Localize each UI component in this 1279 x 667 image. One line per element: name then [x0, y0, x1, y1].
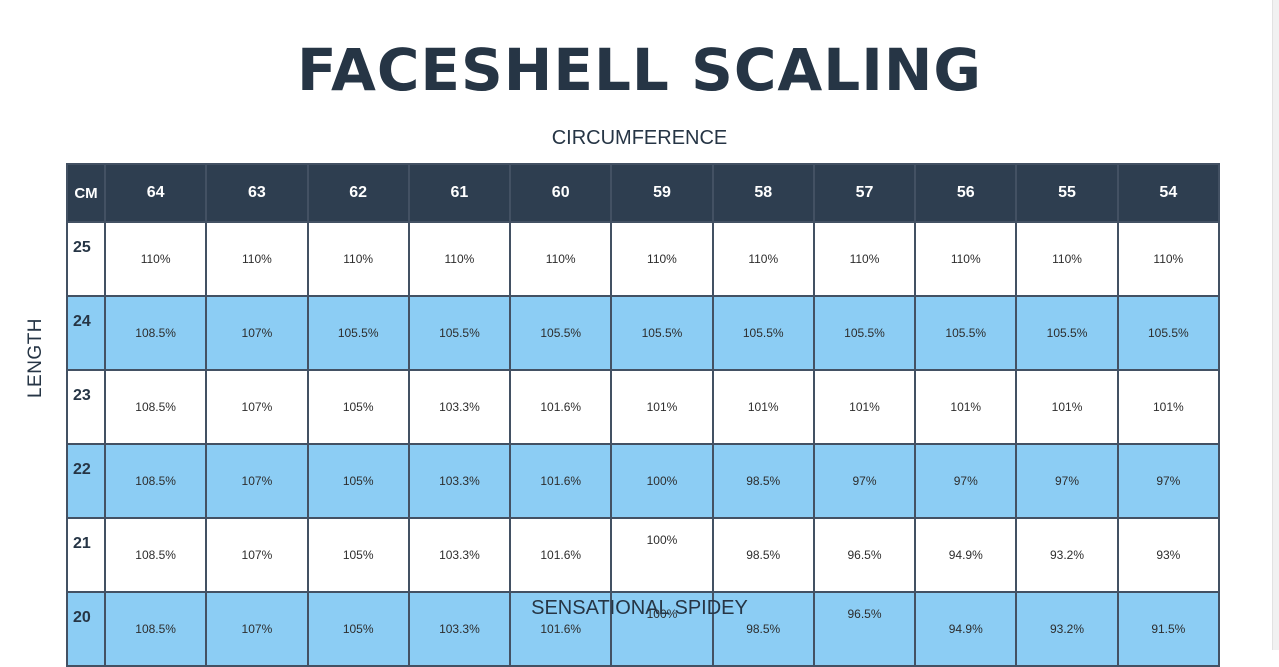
scale-cell: 105.5% — [711, 295, 815, 371]
scale-cell: 105.5% — [509, 295, 613, 371]
circumference-axis-label: CIRCUMFERENCE — [551, 127, 728, 149]
scale-cell: 100% — [610, 443, 714, 519]
footer-credit: SENSATIONAL SPIDEY — [531, 597, 748, 619]
scale-cell: 107% — [205, 443, 309, 519]
circumference-header-cell: 57 — [812, 163, 917, 223]
right-edge-strip — [1272, 0, 1279, 650]
scale-cell: 108.5% — [103, 443, 208, 519]
scale-cell: 107% — [205, 517, 309, 593]
length-row-header: 21 — [66, 517, 106, 593]
scale-cell: 101.6% — [509, 517, 613, 593]
scale-cell: 100% — [610, 517, 714, 593]
scale-cell: 110% — [205, 221, 309, 297]
scale-cell: 94.9% — [914, 517, 1018, 593]
circumference-header-cell: 60 — [509, 163, 613, 223]
page-title: FACESHELL SCALING — [297, 36, 982, 104]
scale-cell: 110% — [812, 221, 917, 297]
scale-cell: 110% — [610, 221, 714, 297]
scale-cell: 110% — [509, 221, 613, 297]
table-row: 21 108.5% 107% 105% 103.3% 101.6% 100% 9… — [66, 517, 1221, 593]
scale-cell: 110% — [1015, 221, 1119, 297]
scale-cell: 101% — [1015, 369, 1119, 445]
scale-cell: 108.5% — [103, 517, 208, 593]
scale-cell: 105.5% — [1116, 295, 1221, 371]
scale-cell: 98.5% — [711, 517, 815, 593]
scale-cell: 105.5% — [1015, 295, 1119, 371]
scale-cell: 96.5% — [812, 517, 917, 593]
scale-cell: 105% — [306, 517, 410, 593]
circumference-header-cell: 64 — [103, 163, 208, 223]
circumference-header-cell: 56 — [914, 163, 1018, 223]
scale-cell: 101% — [812, 369, 917, 445]
scale-cell: 108.5% — [103, 295, 208, 371]
circumference-header-cell: 58 — [711, 163, 815, 223]
scale-cell: 110% — [407, 221, 512, 297]
scale-cell: 97% — [914, 443, 1018, 519]
table-row: 24 108.5% 107% 105.5% 105.5% 105.5% 105.… — [66, 295, 1221, 371]
circumference-header-cell: 61 — [407, 163, 512, 223]
scale-cell: 105.5% — [610, 295, 714, 371]
circumference-header-cell: 63 — [205, 163, 309, 223]
length-row-header: 23 — [66, 369, 106, 445]
circumference-header-cell: 55 — [1015, 163, 1119, 223]
scale-cell: 110% — [103, 221, 208, 297]
table-row: 22 108.5% 107% 105% 103.3% 101.6% 100% 9… — [66, 443, 1221, 519]
scale-cell: 101% — [1116, 369, 1221, 445]
scale-cell: 103.3% — [407, 443, 512, 519]
scale-cell: 93% — [1116, 517, 1221, 593]
scale-cell: 110% — [306, 221, 410, 297]
scale-cell: 105.5% — [812, 295, 917, 371]
unit-header-cell: CM — [66, 163, 106, 223]
scale-cell: 97% — [1116, 443, 1221, 519]
scale-cell: 107% — [205, 295, 309, 371]
scale-cell: 103.3% — [407, 517, 512, 593]
length-row-header: 25 — [66, 221, 106, 297]
length-axis-label: LENGTH — [25, 317, 46, 399]
scale-cell: 110% — [1116, 221, 1221, 297]
scale-cell: 107% — [205, 369, 309, 445]
scale-cell: 105% — [306, 369, 410, 445]
scale-cell: 101% — [610, 369, 714, 445]
table-row: 25 110% 110% 110% 110% 110% 110% 110% 11… — [66, 221, 1221, 297]
scale-cell: 110% — [914, 221, 1018, 297]
scale-cell: 103.3% — [407, 369, 512, 445]
scale-cell: 97% — [812, 443, 917, 519]
scale-cell: 110% — [711, 221, 815, 297]
scaling-table: CM 64 63 62 61 60 59 58 57 56 55 54 25 1… — [66, 163, 1221, 667]
table-row: 23 108.5% 107% 105% 103.3% 101.6% 101% 1… — [66, 369, 1221, 445]
header-row: CM 64 63 62 61 60 59 58 57 56 55 54 — [66, 163, 1221, 223]
scale-cell: 97% — [1015, 443, 1119, 519]
length-row-header: 24 — [66, 295, 106, 371]
circumference-header-cell: 54 — [1116, 163, 1221, 223]
scale-cell: 101.6% — [509, 443, 613, 519]
scale-cell: 101% — [711, 369, 815, 445]
scale-cell: 101.6% — [509, 369, 613, 445]
scale-cell: 93.2% — [1015, 517, 1119, 593]
scale-cell: 105.5% — [306, 295, 410, 371]
scale-cell: 101% — [914, 369, 1018, 445]
circumference-header-cell: 62 — [306, 163, 410, 223]
scale-cell: 98.5% — [711, 443, 815, 519]
circumference-header-cell: 59 — [610, 163, 714, 223]
scale-cell: 105% — [306, 443, 410, 519]
length-row-header: 22 — [66, 443, 106, 519]
scale-cell: 108.5% — [103, 369, 208, 445]
scale-cell: 105.5% — [914, 295, 1018, 371]
scale-cell: 105.5% — [407, 295, 512, 371]
